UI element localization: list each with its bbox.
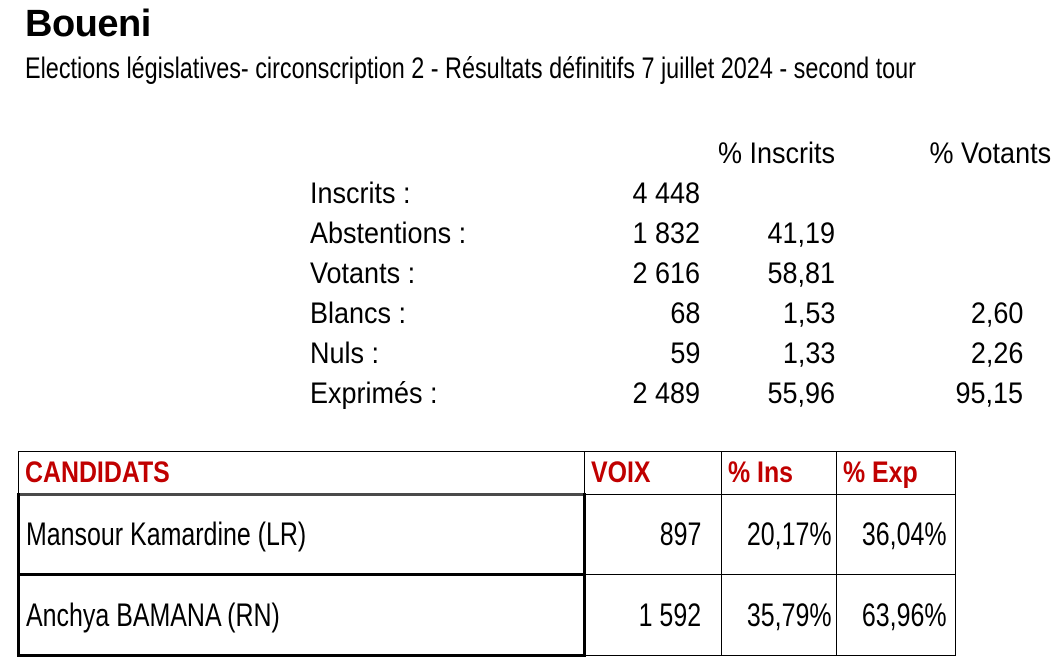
summary-row-label: Abstentions :: [310, 217, 467, 250]
summary-header-pct-votants: % Votants: [929, 137, 1051, 170]
summary-row-value: 1 832: [632, 217, 700, 250]
candidate-name: Mansour Kamardine (LR): [17, 493, 586, 576]
summary-row-label: Nuls :: [310, 337, 380, 370]
summary-row-pct-votants: [835, 214, 1023, 254]
candidate-voix: 897: [584, 494, 722, 575]
results-header-row: CANDIDATS VOIX % Ins % Exp: [18, 451, 957, 495]
summary-row-label: Exprimés :: [310, 377, 438, 410]
summary-row-pct-votants: [835, 174, 1023, 214]
candidate-pct-exp: 36,04%: [835, 494, 957, 575]
summary-stats: % Inscrits % Votants Inscrits : 4 448 Ab…: [310, 134, 1051, 414]
summary-row-value: 4 448: [632, 177, 700, 210]
candidate-pct-exp: 63,96%: [835, 574, 957, 656]
summary-row-pct-votants: [835, 254, 1023, 294]
summary-row-pct-inscrits: 41,19: [767, 217, 835, 250]
page-subtitle-text: Elections législatives- circonscription …: [25, 52, 916, 85]
summary-header-pct-inscrits: % Inscrits: [717, 137, 835, 170]
spacer: [1023, 374, 1051, 414]
results-header-voix: VOIX: [584, 451, 722, 495]
candidate-pct-ins: 35,79%: [721, 574, 837, 656]
summary-row-pct-inscrits: 1,33: [782, 337, 835, 370]
spacer: [1023, 214, 1051, 254]
candidate-pct-ins: 20,17%: [721, 494, 837, 575]
spacer: [1023, 174, 1051, 214]
summary-row-pct-inscrits: [700, 174, 835, 214]
results-header-pct-exp: % Exp: [835, 451, 957, 495]
summary-row-label: Inscrits :: [310, 177, 411, 210]
spacer: [1023, 334, 1051, 374]
candidate-row: Anchya BAMANA (RN) 1 592 35,79% 63,96%: [17, 573, 957, 657]
results-table: CANDIDATS VOIX % Ins % Exp Mansour Kamar…: [17, 451, 957, 657]
spacer: [1023, 294, 1051, 334]
summary-row-label: Blancs :: [310, 297, 407, 330]
summary-row-pct-votants: 2,60: [970, 297, 1023, 330]
spacer: [1023, 254, 1051, 294]
summary-row-pct-votants: 95,15: [955, 377, 1023, 410]
summary-row-label: Votants :: [310, 257, 416, 290]
summary-row-pct-votants: 2,26: [970, 337, 1023, 370]
candidate-name: Anchya BAMANA (RN): [17, 573, 586, 657]
results-header-pct-ins: % Ins: [721, 451, 837, 495]
page-title-text: Boueni: [25, 3, 151, 45]
candidate-row: Mansour Kamardine (LR) 897 20,17% 36,04%: [17, 493, 957, 576]
summary-row-value: 59: [669, 337, 700, 370]
summary-row-pct-inscrits: 1,53: [782, 297, 835, 330]
page-title: Boueni: [25, 0, 151, 48]
summary-row-pct-inscrits: 55,96: [767, 377, 835, 410]
summary-row-value: 68: [669, 297, 700, 330]
summary-row-value: 2 489: [632, 377, 700, 410]
page-subtitle: Elections législatives- circonscription …: [25, 50, 1058, 88]
summary-row-pct-inscrits: 58,81: [767, 257, 835, 290]
summary-row-value: 2 616: [632, 257, 700, 290]
candidate-voix: 1 592: [584, 574, 722, 656]
results-header-candidats: CANDIDATS: [18, 451, 585, 495]
